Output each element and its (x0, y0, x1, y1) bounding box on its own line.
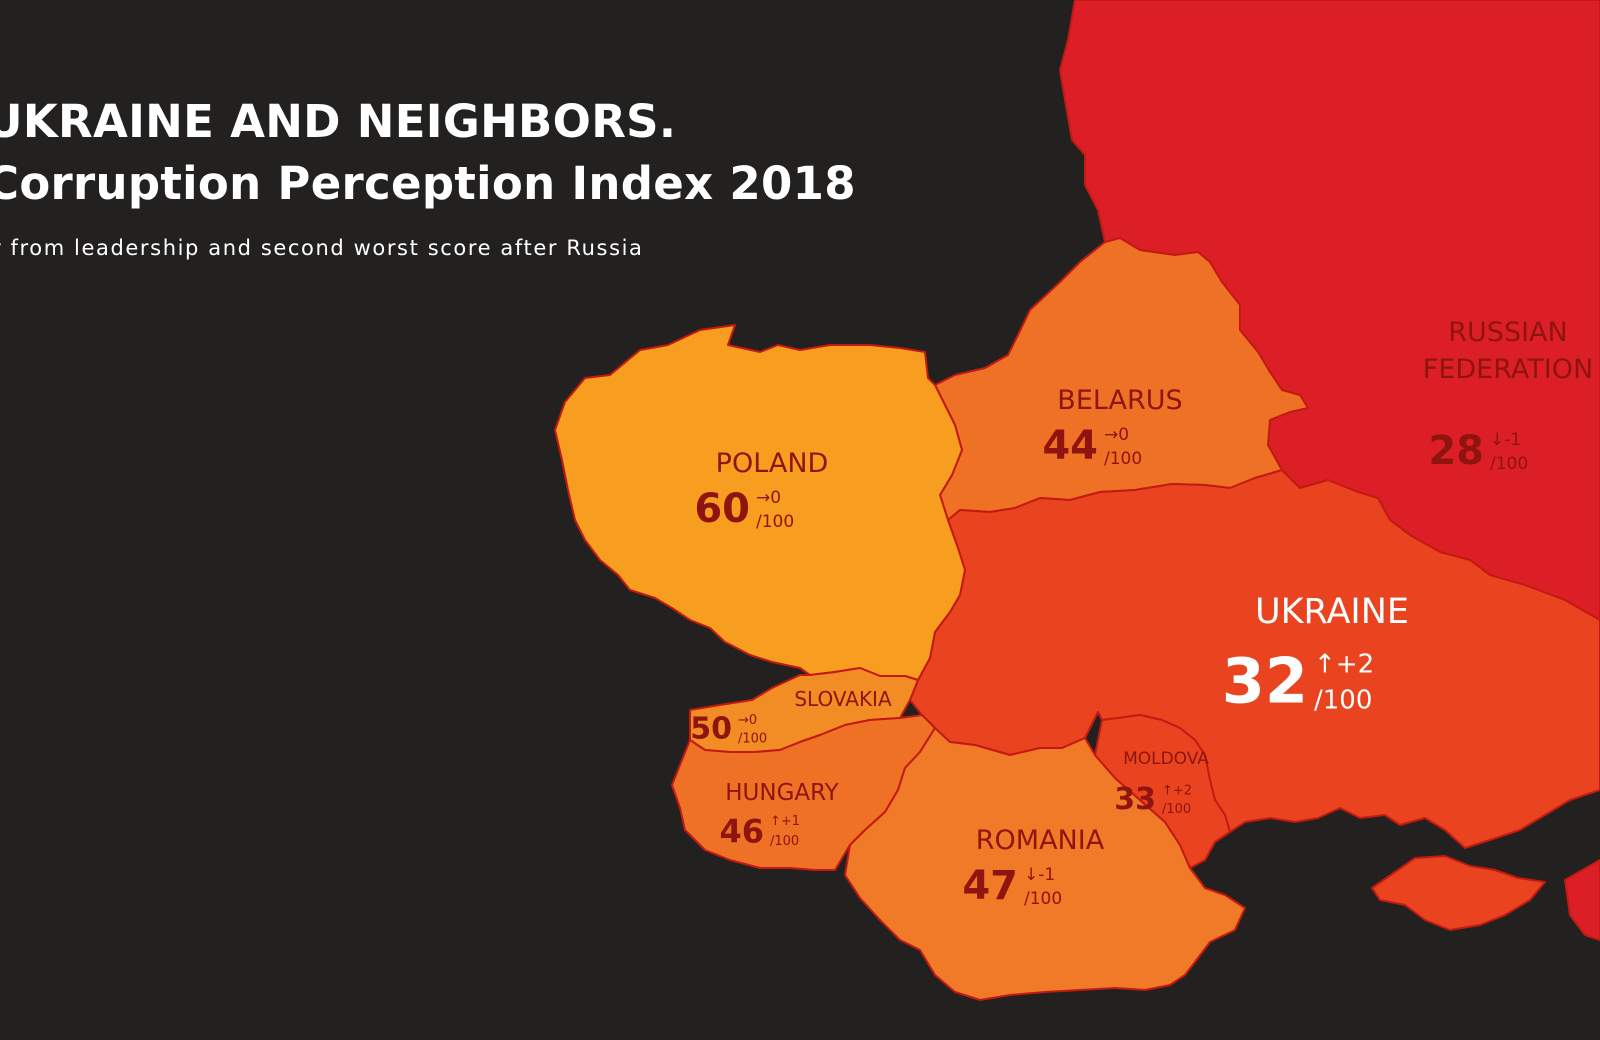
max-belarus: /100 (1104, 449, 1142, 469)
change-hungary: ↑+1 (770, 814, 800, 829)
country-name-slovakia: SLOVAKIA (794, 687, 892, 711)
max-hungary: /100 (770, 834, 799, 849)
score-ukraine: 32 (1222, 644, 1308, 717)
change-moldova: ↑+2 (1162, 783, 1192, 798)
country-poland[interactable] (554, 324, 966, 681)
country-romania[interactable] (844, 727, 1246, 1001)
score-romania: 47 (962, 863, 1018, 909)
change-slovakia: →0 (738, 713, 757, 728)
country-name-russia: RUSSIAN (1448, 317, 1567, 348)
country-name-belarus: BELARUS (1057, 385, 1182, 416)
country-name-russia: FEDERATION (1423, 354, 1593, 385)
max-romania: /100 (1024, 889, 1062, 909)
max-russia: /100 (1490, 454, 1528, 474)
country-name-moldova: MOLDOVA (1123, 749, 1209, 769)
country-name-hungary: HUNGARY (725, 780, 839, 806)
title-line-1: UKRAINE AND NEIGHBORS. (0, 95, 677, 148)
subtitle: r from leadership and second worst score… (0, 236, 644, 260)
score-hungary: 46 (719, 812, 764, 850)
score-poland: 60 (694, 486, 750, 532)
max-moldova: /100 (1162, 802, 1191, 817)
max-poland: /100 (756, 512, 794, 532)
score-belarus: 44 (1042, 423, 1098, 469)
change-russia: ↓-1 (1490, 430, 1521, 450)
country-name-ukraine: UKRAINE (1255, 592, 1409, 632)
change-romania: ↓-1 (1024, 865, 1055, 885)
country-ukraine-crimea[interactable] (1371, 855, 1546, 931)
max-slovakia: /100 (738, 731, 767, 746)
change-poland: →0 (756, 488, 781, 508)
score-moldova: 33 (1114, 782, 1156, 817)
country-name-poland: POLAND (716, 448, 829, 479)
score-slovakia: 50 (690, 712, 732, 747)
country-russia-south[interactable] (1564, 859, 1600, 941)
change-ukraine: ↑+2 (1314, 649, 1374, 679)
country-name-romania: ROMANIA (976, 825, 1105, 856)
max-ukraine: /100 (1314, 685, 1372, 715)
change-belarus: →0 (1104, 425, 1129, 445)
country-moldova[interactable] (1094, 714, 1231, 869)
score-russia: 28 (1428, 428, 1484, 474)
title-line-2: Corruption Perception Index 2018 (0, 157, 856, 210)
